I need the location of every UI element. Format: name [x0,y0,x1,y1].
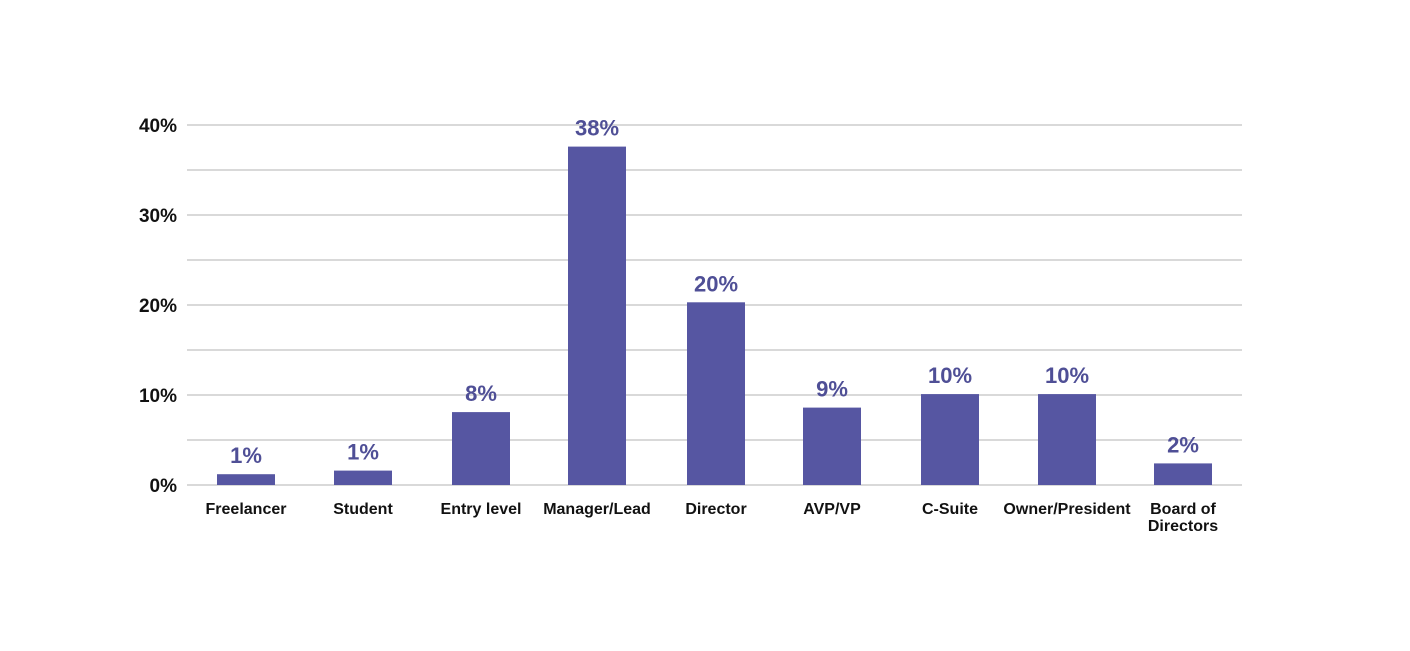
data-label: 8% [465,381,497,406]
x-tick-label: Manager/Lead [543,501,651,518]
data-label: 2% [1167,432,1199,457]
bar-3 [568,146,626,485]
y-axis-tick-labels: 0% 10% 20% 30% 40% [139,116,177,497]
bar-6 [921,394,979,485]
y-tick-label: 0% [150,476,178,497]
y-tick-label: 40% [139,116,177,137]
data-label: 10% [928,363,972,388]
bars [217,146,1212,485]
y-tick-label: 20% [139,296,177,317]
x-tick-label: Freelancer [206,501,287,518]
x-tick-label: Owner/President [1003,501,1131,518]
bar-0 [217,474,275,485]
data-labels: 1% 1% 8% 38% 20% 9% 10% 10% 2% [230,116,1199,469]
x-axis-tick-labels: Freelancer Student Entry level Manager/Lead… [206,501,1219,535]
y-tick-label: 30% [139,206,177,227]
data-label: 9% [816,377,848,402]
x-tick-label: AVP/VP [803,501,861,518]
bar-8 [1154,463,1212,485]
x-tick-label: Board of Directors [1148,501,1218,535]
x-tick-label: C-Suite [922,501,978,518]
x-tick-label: Student [333,501,393,518]
data-label: 20% [694,271,738,296]
bar-1 [334,470,392,485]
x-tick-label: Director [685,501,746,518]
bar-2 [452,412,510,485]
x-tick-label: Entry level [441,501,522,518]
data-label: 1% [347,440,379,465]
data-label: 1% [230,443,262,468]
bar-7 [1038,394,1096,485]
bar-5 [803,407,861,485]
data-label: 10% [1045,363,1089,388]
bar-4 [687,302,745,485]
y-tick-label: 10% [139,386,177,407]
data-label: 38% [575,116,619,141]
